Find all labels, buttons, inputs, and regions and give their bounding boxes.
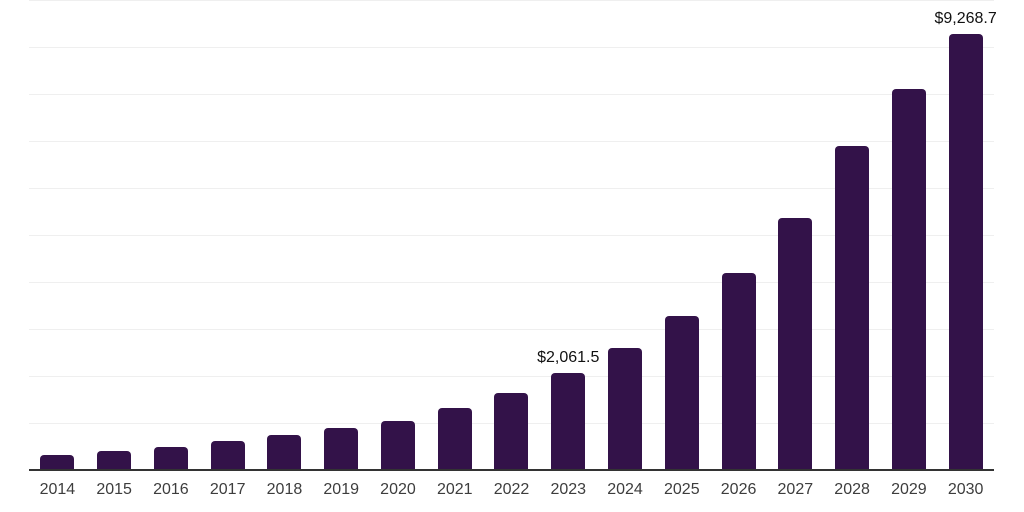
bar-slot-2015 [86, 0, 143, 470]
x-axis-line [29, 469, 994, 471]
x-tick-2016: 2016 [153, 481, 189, 498]
x-tick-2029: 2029 [891, 481, 927, 498]
bar-2028 [835, 146, 870, 470]
x-tick-2018: 2018 [266, 481, 303, 498]
x-tick-2026: 2026 [720, 481, 757, 498]
bar-2015 [97, 450, 132, 470]
bar-2016 [153, 446, 188, 470]
value-label-2030: $9,268.7 [934, 10, 997, 28]
bar-slot-2029 [880, 0, 937, 470]
bar-slot-2020 [370, 0, 427, 470]
x-tick-2019: 2019 [323, 481, 359, 498]
bar-slot-2014 [29, 0, 86, 470]
gridline [29, 235, 994, 236]
bar-slot-2016 [143, 0, 200, 470]
bar-2025 [664, 315, 699, 470]
x-tick-2021: 2021 [436, 481, 473, 498]
bar-2021 [437, 407, 472, 470]
bar-2023 [551, 373, 586, 470]
x-tick-2020: 2020 [380, 481, 416, 498]
x-tick-2023: 2023 [550, 481, 587, 498]
bar-slot-2017 [199, 0, 256, 470]
bar-slot-2024 [597, 0, 654, 470]
bar-slot-2021 [426, 0, 483, 470]
bar-2020 [380, 420, 415, 470]
bar-slot-2027 [767, 0, 824, 470]
bar-slot-2023: $2,061.5 [537, 0, 600, 470]
bar-2018 [267, 435, 302, 470]
bar-2022 [494, 392, 529, 470]
bar-slot-2028 [824, 0, 881, 470]
bar-2019 [324, 428, 359, 470]
x-axis-labels: 2014 2015 2016 2017 2018 2019 2020 2021 2022 2023… [29, 481, 994, 499]
bar-2030 [948, 34, 983, 470]
x-tick-2017: 2017 [209, 481, 246, 498]
x-tick-2015: 2015 [96, 481, 132, 498]
bar-2027 [778, 218, 813, 470]
bar-slot-2019 [313, 0, 370, 470]
gridline [29, 141, 994, 142]
value-label-2023: $2,061.5 [537, 349, 600, 367]
bar-2014 [40, 455, 75, 470]
gridline [29, 282, 994, 283]
gridline [29, 376, 994, 377]
x-tick-2025: 2025 [664, 481, 700, 498]
x-tick-2030: 2030 [947, 481, 984, 498]
gridline [29, 188, 994, 189]
gridline [29, 94, 994, 95]
bar-2024 [608, 348, 643, 470]
x-tick-2014: 2014 [39, 481, 76, 498]
bar-2026 [721, 273, 756, 470]
plot-area: $2,061.5 $9,268.7 [29, 0, 997, 470]
gridline [29, 329, 994, 330]
x-tick-2028: 2028 [834, 481, 870, 498]
bar-slot-2022 [483, 0, 540, 470]
x-tick-2027: 2027 [777, 481, 814, 498]
x-tick-2022: 2022 [493, 481, 530, 498]
bar-slot-2025 [653, 0, 710, 470]
bar-2029 [891, 88, 926, 470]
bar-slot-2026 [710, 0, 767, 470]
gridline [29, 47, 994, 48]
x-tick-2024: 2024 [607, 481, 643, 498]
bar-slot-2030: $9,268.7 [934, 0, 997, 470]
gridline [29, 0, 994, 1]
bar-2017 [210, 441, 245, 470]
bar-slot-2018 [256, 0, 313, 470]
